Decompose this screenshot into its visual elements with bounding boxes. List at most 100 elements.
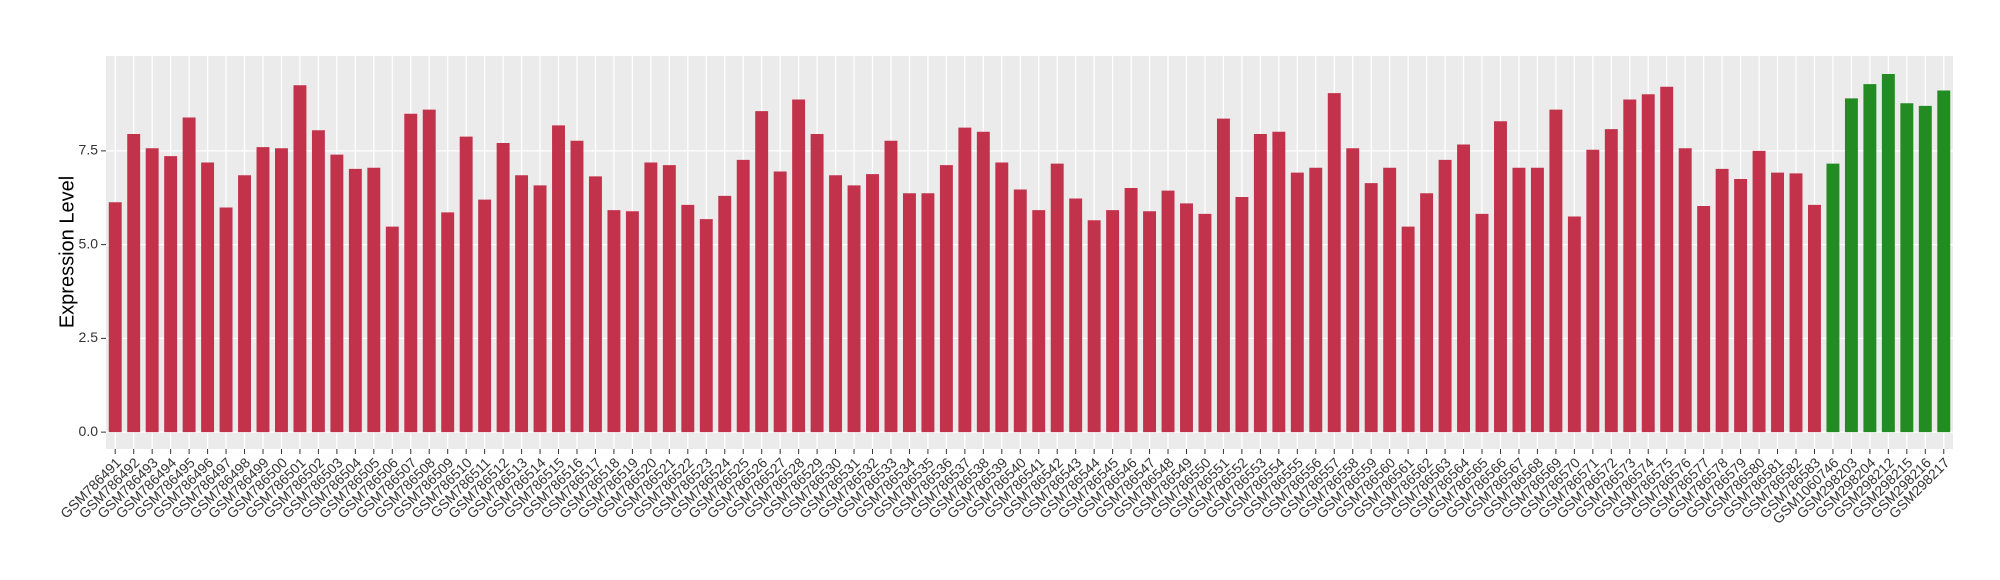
bar [1290, 172, 1304, 433]
bar [699, 219, 713, 433]
bar [829, 175, 843, 433]
bar [1253, 134, 1267, 433]
bar [404, 113, 418, 433]
y-tick-label: 0.0 [79, 423, 99, 439]
bar [311, 130, 325, 433]
bar [1143, 211, 1157, 433]
bar [219, 207, 233, 433]
bar [127, 134, 141, 433]
bar [736, 159, 750, 433]
bar [1013, 189, 1027, 433]
bar [773, 171, 787, 433]
bar [478, 199, 492, 433]
bar [1106, 210, 1120, 433]
bar [1050, 163, 1064, 433]
bar [681, 204, 695, 433]
bar [1494, 121, 1507, 433]
bar [1918, 105, 1932, 433]
bar [1863, 84, 1877, 433]
bar [810, 134, 824, 433]
bar [1420, 193, 1434, 433]
bar [1826, 163, 1840, 433]
y-axis-label: Expression Level [56, 176, 78, 328]
bar [1567, 216, 1581, 433]
bar [1881, 74, 1895, 433]
bar [570, 140, 584, 433]
bar [958, 127, 972, 433]
bar [1771, 172, 1784, 433]
bar [1789, 173, 1803, 433]
bar [367, 167, 381, 433]
bar [1586, 149, 1600, 433]
bar [921, 193, 935, 433]
bar [1124, 188, 1138, 433]
bar [552, 125, 565, 433]
bar [256, 147, 270, 433]
bar [1235, 197, 1249, 433]
bar [108, 202, 122, 433]
bar [145, 148, 159, 433]
bar [847, 185, 861, 433]
bar [902, 193, 916, 433]
bar [1180, 203, 1193, 433]
bar [1438, 159, 1452, 433]
y-tick-label: 7.5 [79, 142, 99, 158]
bar [1937, 90, 1951, 433]
bar [1641, 94, 1655, 433]
bar [441, 212, 455, 433]
bar [1364, 183, 1378, 433]
bar [293, 85, 307, 433]
bar [1327, 93, 1341, 433]
bar [1383, 167, 1397, 433]
bar [238, 175, 251, 433]
bar [1900, 103, 1914, 433]
bar [1697, 206, 1711, 433]
bar [385, 226, 399, 433]
bar [1346, 148, 1360, 433]
bar [884, 140, 898, 433]
bar [1401, 226, 1415, 433]
bar [533, 185, 547, 433]
bar [496, 143, 510, 433]
bar [1623, 99, 1637, 433]
bar [1087, 220, 1101, 433]
bar [1549, 109, 1563, 433]
bar [718, 195, 732, 433]
bar [182, 117, 196, 433]
bar [995, 162, 1009, 433]
bar [330, 154, 344, 433]
bar [1530, 167, 1544, 433]
bar [607, 210, 621, 433]
bar [662, 165, 676, 433]
bar [1678, 148, 1692, 433]
bar [1752, 150, 1766, 433]
bar [625, 211, 639, 433]
bar [976, 131, 990, 433]
bar [588, 176, 602, 433]
bar [164, 156, 178, 433]
bar [1844, 98, 1858, 433]
bar [1032, 210, 1046, 433]
bar [644, 162, 658, 433]
bar [1198, 213, 1212, 433]
bar [348, 168, 362, 433]
bar [515, 175, 529, 433]
bar [1069, 198, 1083, 433]
bar [1808, 204, 1821, 433]
bar [1272, 131, 1286, 433]
bar [459, 136, 473, 433]
bar [866, 174, 879, 433]
bar [1715, 168, 1729, 433]
bar [1604, 129, 1618, 433]
bar [755, 111, 769, 433]
y-tick-label: 5.0 [79, 235, 99, 251]
bar [1161, 190, 1175, 433]
bar [1457, 144, 1471, 433]
plot-panel [106, 56, 1953, 449]
bar [201, 162, 215, 433]
bar [1475, 213, 1489, 433]
bar [422, 109, 436, 433]
bar [1512, 167, 1526, 433]
